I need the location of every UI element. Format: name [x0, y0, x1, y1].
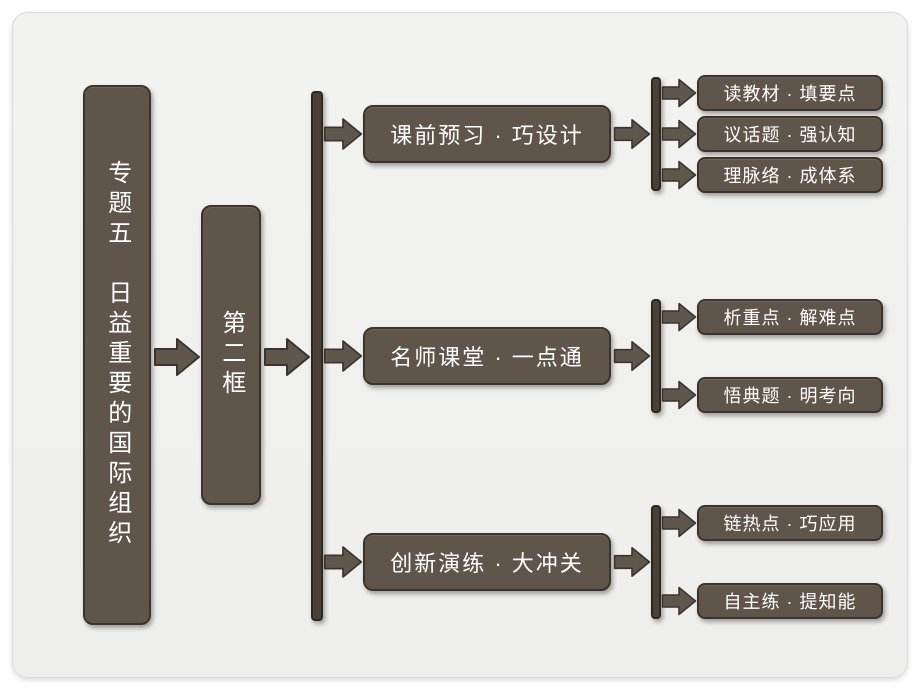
arrow-l2-bar [263, 337, 311, 377]
slide-background: 专题五 日益重要的国际组织 第二框 课前预习 · 巧设计 名师课堂 · 一点通 … [12, 12, 908, 678]
level3-label-1: 名师课堂 · 一点通 [390, 340, 584, 372]
leaf-box-2-1: 自主练 · 提知能 [697, 583, 883, 619]
arrow-leaf-2-0 [661, 508, 697, 538]
arrow-leaf-1-0 [661, 302, 697, 332]
leaf-label: 悟典题 · 明考向 [724, 382, 857, 408]
level1-box: 专题五 日益重要的国际组织 [83, 85, 151, 625]
vertical-bar-b [651, 299, 661, 413]
arrow-leaf-0-2 [661, 160, 697, 190]
level2-label: 第二框 [214, 310, 248, 400]
leaf-label: 自主练 · 提知能 [724, 588, 857, 614]
leaf-label: 析重点 · 解难点 [724, 304, 857, 330]
level3-box-1: 名师课堂 · 一点通 [363, 327, 611, 385]
level3-label-0: 课前预习 · 巧设计 [390, 118, 584, 150]
arrow-l3a-bar [613, 116, 651, 152]
leaf-label: 议话题 · 强认知 [724, 121, 857, 147]
arrow-bar-l3a [323, 114, 363, 154]
level1-label: 专题五 日益重要的国际组织 [100, 160, 134, 550]
leaf-box-0-2: 理脉络 · 成体系 [697, 157, 883, 193]
arrow-leaf-1-1 [661, 380, 697, 410]
leaf-box-2-0: 链热点 · 巧应用 [697, 505, 883, 541]
arrow-leaf-0-0 [661, 78, 697, 108]
arrow-l3b-bar [613, 338, 651, 374]
level2-box: 第二框 [201, 205, 261, 505]
vertical-bar-main [311, 91, 323, 621]
leaf-box-0-1: 议话题 · 强认知 [697, 116, 883, 152]
leaf-label: 读教材 · 填要点 [724, 80, 857, 106]
vertical-bar-c [651, 505, 661, 619]
vertical-bar-a [651, 77, 661, 191]
leaf-label: 链热点 · 巧应用 [724, 510, 857, 536]
leaf-box-1-0: 析重点 · 解难点 [697, 299, 883, 335]
leaf-box-1-1: 悟典题 · 明考向 [697, 377, 883, 413]
arrow-bar-l3b [323, 336, 363, 376]
level3-label-2: 创新演练 · 大冲关 [390, 546, 584, 578]
leaf-box-0-0: 读教材 · 填要点 [697, 75, 883, 111]
level3-box-0: 课前预习 · 巧设计 [363, 105, 611, 163]
arrow-bar-l3c [323, 542, 363, 582]
arrow-leaf-2-1 [661, 586, 697, 616]
level3-box-2: 创新演练 · 大冲关 [363, 533, 611, 591]
arrow-leaf-0-1 [661, 119, 697, 149]
leaf-label: 理脉络 · 成体系 [724, 162, 857, 188]
arrow-l3c-bar [613, 544, 651, 580]
arrow-l1-l2 [153, 337, 201, 377]
